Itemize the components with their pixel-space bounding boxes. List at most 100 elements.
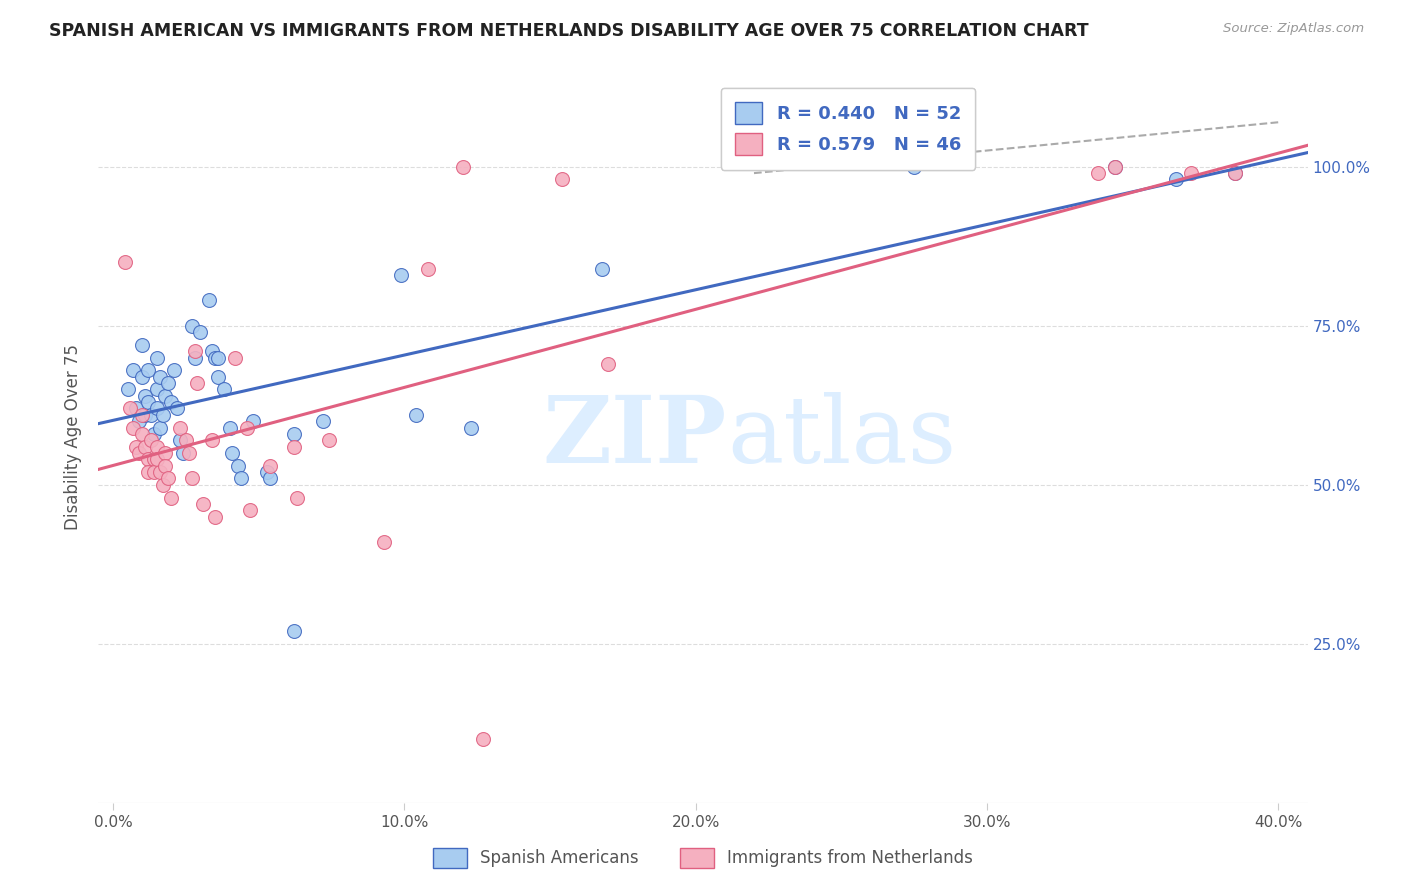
- Point: [169, 420, 191, 434]
- Point: [136, 395, 159, 409]
- Point: [183, 344, 205, 359]
- Point: [145, 401, 167, 416]
- Text: SPANISH AMERICAN VS IMMIGRANTS FROM NETHERLANDS DISABILITY AGE OVER 75 CORRELATI: SPANISH AMERICAN VS IMMIGRANTS FROM NETH…: [49, 22, 1088, 40]
- Point: [128, 414, 150, 428]
- Point: [903, 160, 925, 174]
- Point: [460, 420, 482, 434]
- Point: [131, 426, 153, 441]
- Point: [186, 376, 208, 390]
- Point: [283, 624, 305, 638]
- Point: [131, 369, 153, 384]
- Point: [1166, 172, 1188, 186]
- Text: Source: ZipAtlas.com: Source: ZipAtlas.com: [1223, 22, 1364, 36]
- Point: [204, 509, 226, 524]
- Point: [136, 452, 159, 467]
- Point: [598, 357, 620, 371]
- Point: [242, 414, 264, 428]
- Point: [1180, 166, 1202, 180]
- Point: [221, 446, 243, 460]
- Point: [201, 434, 224, 448]
- Point: [155, 389, 177, 403]
- Legend: R = 0.440   N = 52, R = 0.579   N = 46: R = 0.440 N = 52, R = 0.579 N = 46: [721, 87, 976, 169]
- Point: [259, 458, 281, 473]
- Point: [218, 420, 240, 434]
- Text: ZIP: ZIP: [543, 392, 727, 482]
- Point: [451, 160, 474, 174]
- Point: [142, 452, 165, 467]
- Point: [152, 408, 174, 422]
- Point: [190, 325, 212, 339]
- Point: [128, 446, 150, 460]
- Point: [1104, 160, 1126, 174]
- Point: [122, 363, 145, 377]
- Point: [285, 491, 308, 505]
- Point: [149, 420, 172, 434]
- Point: [236, 420, 259, 434]
- Point: [139, 434, 162, 448]
- Point: [134, 389, 156, 403]
- Point: [212, 383, 235, 397]
- Legend: Spanish Americans, Immigrants from Netherlands: Spanish Americans, Immigrants from Nethe…: [426, 841, 980, 875]
- Text: atlas: atlas: [727, 392, 956, 482]
- Point: [145, 440, 167, 454]
- Point: [180, 471, 202, 485]
- Point: [1223, 166, 1246, 180]
- Point: [155, 458, 177, 473]
- Point: [155, 446, 177, 460]
- Y-axis label: Disability Age Over 75: Disability Age Over 75: [65, 344, 83, 530]
- Point: [312, 414, 335, 428]
- Point: [114, 255, 136, 269]
- Point: [117, 383, 139, 397]
- Point: [239, 503, 262, 517]
- Point: [231, 471, 253, 485]
- Point: [157, 471, 180, 485]
- Point: [283, 440, 305, 454]
- Point: [145, 383, 167, 397]
- Point: [160, 395, 183, 409]
- Point: [134, 408, 156, 422]
- Point: [224, 351, 246, 365]
- Point: [193, 497, 215, 511]
- Point: [136, 465, 159, 479]
- Point: [131, 408, 153, 422]
- Point: [125, 440, 148, 454]
- Point: [149, 465, 172, 479]
- Point: [1223, 166, 1246, 180]
- Point: [163, 363, 186, 377]
- Point: [172, 446, 194, 460]
- Point: [226, 458, 249, 473]
- Point: [166, 401, 188, 416]
- Point: [142, 426, 165, 441]
- Point: [131, 338, 153, 352]
- Point: [142, 465, 165, 479]
- Point: [125, 401, 148, 416]
- Point: [256, 465, 278, 479]
- Point: [1104, 160, 1126, 174]
- Point: [550, 172, 572, 186]
- Point: [183, 351, 205, 365]
- Point: [160, 491, 183, 505]
- Point: [177, 446, 200, 460]
- Point: [472, 732, 495, 747]
- Point: [201, 344, 224, 359]
- Point: [373, 535, 395, 549]
- Point: [592, 261, 614, 276]
- Point: [198, 293, 221, 308]
- Point: [180, 318, 202, 333]
- Point: [152, 477, 174, 491]
- Point: [122, 420, 145, 434]
- Point: [204, 351, 226, 365]
- Point: [169, 434, 191, 448]
- Point: [136, 363, 159, 377]
- Point: [416, 261, 439, 276]
- Point: [145, 452, 167, 467]
- Point: [259, 471, 281, 485]
- Point: [1087, 166, 1109, 180]
- Point: [391, 268, 413, 282]
- Point: [318, 434, 340, 448]
- Point: [149, 369, 172, 384]
- Point: [207, 369, 229, 384]
- Point: [134, 440, 156, 454]
- Point: [283, 426, 305, 441]
- Point: [207, 351, 229, 365]
